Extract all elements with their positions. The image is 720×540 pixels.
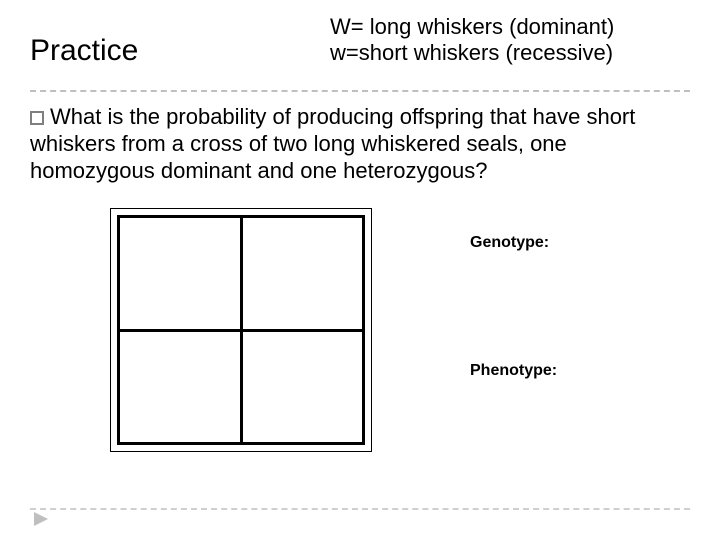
page-title: Practice [30, 34, 138, 68]
answer-labels: Genotype: Phenotype: [470, 234, 557, 380]
question-text: What is the probability of producing off… [30, 92, 690, 184]
header: Practice W= long whiskers (dominant) w=s… [30, 10, 690, 88]
punnett-cell [241, 330, 364, 444]
legend-line-2: w=short whiskers (recessive) [330, 40, 614, 66]
punnett-square [110, 208, 372, 452]
content-row: Genotype: Phenotype: [30, 208, 690, 478]
footer-divider [30, 508, 690, 510]
next-arrow-icon [34, 512, 52, 526]
genotype-label: Genotype: [470, 234, 557, 252]
phenotype-label: Phenotype: [470, 362, 557, 380]
square-bullet-icon [30, 111, 44, 125]
question-content: What is the probability of producing off… [30, 104, 635, 183]
allele-legend: W= long whiskers (dominant) w=short whis… [330, 14, 614, 67]
punnett-grid [117, 215, 365, 445]
punnett-outer-border [110, 208, 372, 452]
punnett-cell [119, 217, 242, 331]
punnett-cell [241, 217, 364, 331]
slide: Practice W= long whiskers (dominant) w=s… [0, 0, 720, 540]
punnett-cell [119, 330, 242, 444]
legend-line-1: W= long whiskers (dominant) [330, 14, 614, 40]
